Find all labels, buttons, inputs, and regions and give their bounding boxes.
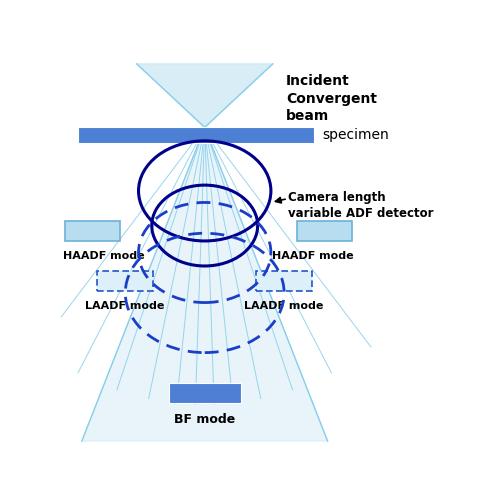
Bar: [65, 222, 120, 242]
Text: HAADF mode: HAADF mode: [63, 251, 144, 261]
Text: Incident
Convergent
beam: Incident Convergent beam: [286, 74, 377, 124]
Bar: [169, 383, 241, 403]
Bar: [97, 272, 153, 291]
Polygon shape: [137, 64, 273, 128]
Text: specimen: specimen: [322, 128, 389, 142]
Bar: [78, 128, 314, 143]
Bar: [297, 222, 352, 242]
Text: HAADF mode: HAADF mode: [272, 251, 354, 261]
Polygon shape: [82, 128, 327, 441]
Text: BF mode: BF mode: [174, 412, 235, 426]
Text: LAADF mode: LAADF mode: [244, 301, 324, 311]
Text: LAADF mode: LAADF mode: [85, 301, 164, 311]
Bar: [256, 272, 312, 291]
Text: Camera length
variable ADF detector: Camera length variable ADF detector: [288, 191, 433, 220]
